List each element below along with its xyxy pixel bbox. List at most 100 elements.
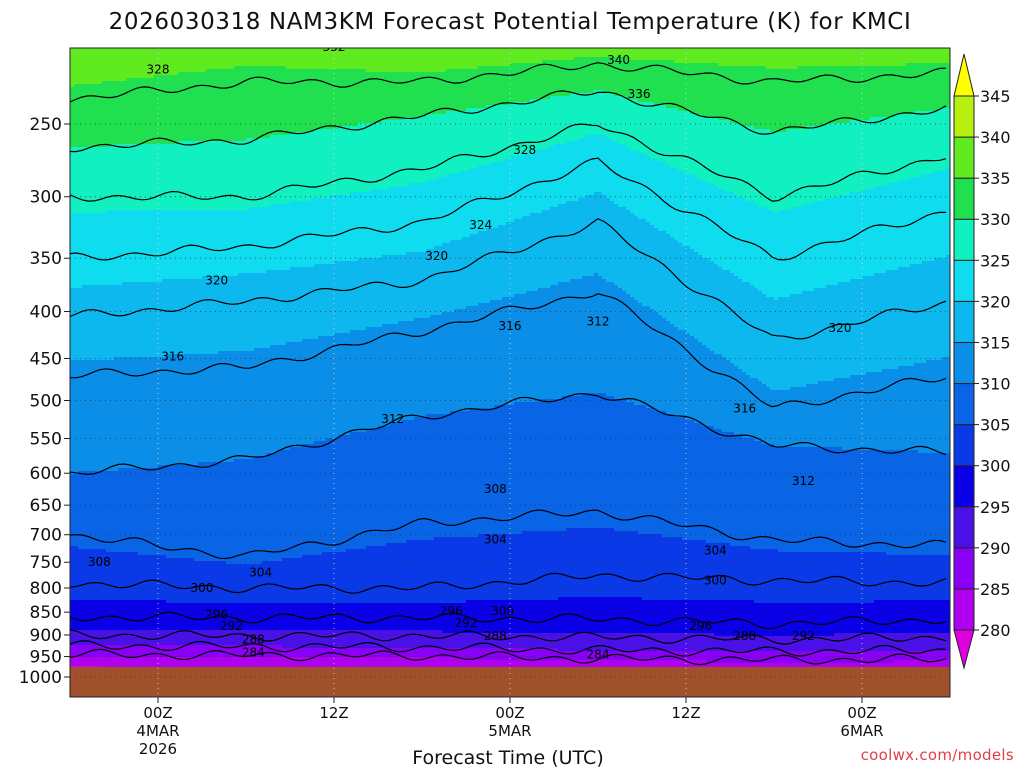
field-cell: [634, 597, 639, 634]
field-cell: [374, 123, 379, 190]
field-cell: [874, 600, 879, 634]
field-cell: [778, 48, 783, 70]
field-cell: [694, 423, 699, 541]
x-tick-label: 5MAR: [488, 722, 531, 740]
field-cell: [926, 174, 931, 262]
field-cell: [418, 657, 423, 668]
field-cell: [666, 234, 671, 322]
field-cell: [150, 78, 155, 145]
field-cell: [166, 630, 171, 646]
field-cell: [774, 663, 779, 668]
field-cell: [770, 603, 775, 637]
colorbar-tick-label: 305: [980, 416, 1011, 435]
field-cell: [758, 603, 763, 637]
field-cell: [170, 144, 175, 211]
field-cell: [474, 48, 479, 70]
field-cell: [554, 531, 559, 601]
field-cell: [102, 48, 107, 82]
field-cell: [214, 141, 219, 211]
field-cell: [870, 48, 875, 67]
field-cell: [430, 630, 435, 649]
field-cell: [730, 363, 735, 433]
field-cell: [198, 48, 203, 73]
field-cell: [582, 660, 587, 668]
field-cell: [498, 225, 503, 301]
field-cell: [806, 603, 811, 637]
field-cell: [922, 48, 927, 64]
field-cell: [790, 69, 795, 130]
field-cell: [690, 336, 695, 421]
field-cell: [838, 633, 843, 652]
field-cell: [674, 63, 679, 109]
field-cell: [866, 189, 871, 277]
field-cell: [478, 600, 483, 634]
field-cell: [110, 657, 115, 668]
field-cell: [86, 630, 91, 646]
field-cell: [546, 600, 551, 634]
field-cell: [778, 603, 783, 637]
field-cell: [554, 48, 559, 61]
field-cell: [414, 183, 419, 253]
field-cell: [810, 204, 815, 292]
field-cell: [894, 66, 899, 115]
field-cell: [610, 201, 615, 283]
field-cell: [402, 255, 407, 322]
field-cell: [142, 657, 147, 668]
field-cell: [118, 657, 123, 668]
field-cell: [754, 663, 759, 668]
field-cell: [634, 660, 639, 668]
y-tick-label: 550: [30, 430, 62, 450]
field-cell: [938, 108, 943, 172]
contour-label: 304: [484, 532, 507, 546]
field-cell: [582, 597, 587, 634]
field-cell: [70, 657, 75, 667]
field-cell: [730, 48, 735, 67]
x-tick-label: 00Z: [143, 704, 172, 722]
field-cell: [242, 48, 247, 67]
field-cell: [422, 603, 427, 631]
field-cell: [266, 657, 271, 668]
field-cell: [558, 633, 563, 652]
field-cell: [558, 144, 563, 205]
field-cell: [370, 123, 375, 190]
field-cell: [386, 543, 391, 604]
field-cell: [786, 129, 791, 211]
field-cell: [586, 48, 591, 58]
field-cell: [406, 72, 411, 118]
y-tick-label: 750: [30, 553, 62, 573]
field-cell: [174, 657, 179, 668]
colorbar-bin: [953, 95, 975, 138]
field-cell: [70, 645, 75, 658]
field-cell: [722, 432, 727, 544]
field-cell: [210, 354, 215, 463]
field-cell: [738, 123, 743, 199]
field-cell: [718, 636, 723, 652]
field-cell: [422, 183, 427, 253]
field-cell: [126, 357, 131, 469]
field-cell: [554, 60, 559, 97]
field-cell: [890, 633, 895, 652]
field-cell: [874, 273, 879, 373]
field-cell: [350, 648, 355, 658]
field-cell: [70, 666, 75, 668]
field-cell: [386, 648, 391, 658]
field-cell: [114, 285, 119, 358]
field-cell: [482, 303, 487, 409]
field-cell: [586, 633, 591, 652]
field-cell: [182, 354, 187, 466]
field-cell: [434, 114, 439, 181]
field-cell: [366, 327, 371, 430]
field-cell: [866, 552, 871, 604]
field-cell: [542, 648, 547, 661]
field-cell: [282, 648, 287, 658]
field-cell: [838, 603, 843, 634]
colorbar-bin: [953, 506, 975, 549]
field-cell: [142, 48, 147, 79]
field-cell: [654, 660, 659, 668]
field-cell: [310, 267, 315, 340]
colorbar-tick-label: 290: [980, 539, 1011, 558]
field-cell: [338, 603, 343, 631]
field-cell: [726, 543, 731, 601]
field-cell: [654, 411, 659, 535]
